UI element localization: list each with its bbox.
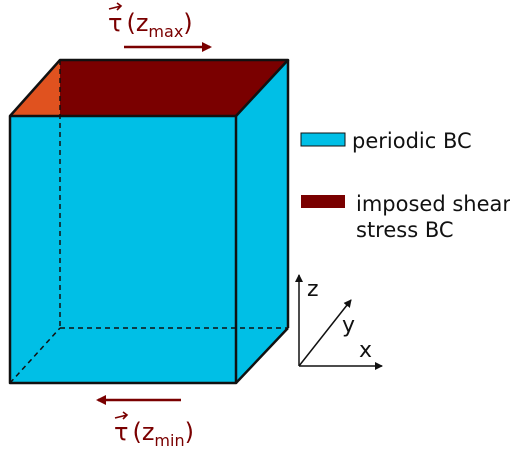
right-periodic-face bbox=[236, 60, 288, 383]
legend-shear-label-line1: imposed shear bbox=[356, 192, 510, 216]
top-shear-face bbox=[10, 60, 288, 116]
legend-periodic-label: periodic BC bbox=[352, 129, 472, 153]
top-tau-vector-mark bbox=[108, 2, 123, 11]
hidden-edges bbox=[9, 60, 288, 384]
bottom-stress-sub: min bbox=[154, 431, 184, 450]
front-periodic-face bbox=[10, 116, 236, 383]
top-stress-label: τ (zmax) bbox=[108, 9, 193, 41]
top-stress-open: (z bbox=[126, 9, 148, 37]
top-stress-symbol: τ bbox=[108, 9, 122, 37]
bottom-tau-vector-mark bbox=[114, 411, 129, 420]
bottom-stress-symbol: τ bbox=[114, 418, 128, 446]
coordinate-axes bbox=[295, 274, 383, 370]
legend-periodic-swatch bbox=[300, 132, 346, 147]
y-axis-label: y bbox=[342, 313, 355, 338]
visible-edges bbox=[8, 58, 290, 385]
bottom-stress-open: (z bbox=[132, 418, 154, 446]
bottom-stress-close: ) bbox=[185, 418, 194, 446]
legend-shear-label-line2: stress BC bbox=[356, 218, 454, 242]
bottom-stress-label: τ (zmin) bbox=[114, 418, 194, 450]
x-axis-label: x bbox=[359, 338, 372, 363]
legend-shear-swatch bbox=[301, 195, 345, 208]
top-stress-close: ) bbox=[183, 9, 192, 37]
z-axis-label: z bbox=[307, 277, 319, 302]
top-stress-sub: max bbox=[148, 22, 183, 41]
